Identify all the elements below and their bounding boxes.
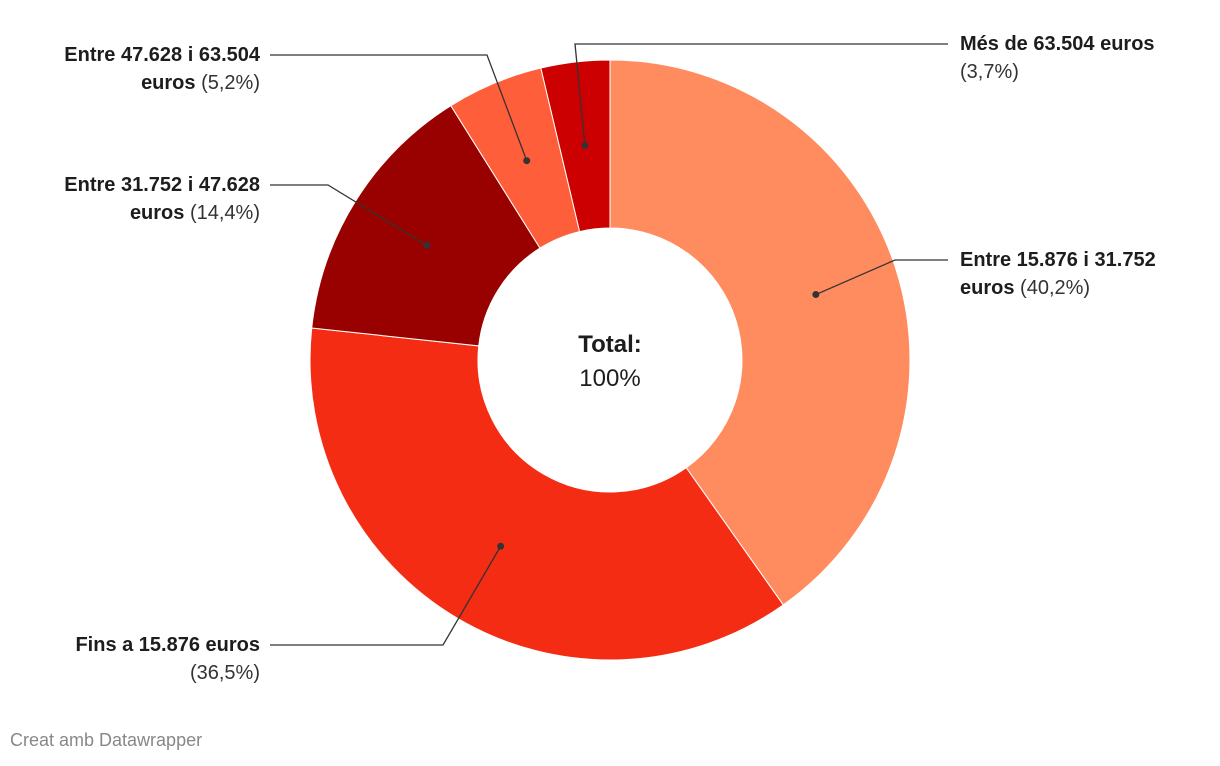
value-label: (3,7%) xyxy=(960,61,1019,83)
leader-line xyxy=(815,259,948,296)
center-label: Total: 100% xyxy=(510,328,710,396)
value-label: (36,5%) xyxy=(189,662,260,684)
leader-dot xyxy=(423,241,431,249)
value-label: (5,2%) xyxy=(201,72,260,94)
center-value: 100% xyxy=(579,365,641,392)
footer: Creat amb Datawrapper xyxy=(10,730,203,750)
category-name: Entre 47.628 i 63.504 euros xyxy=(64,44,260,94)
slice-label: Entre 47.628 i 63.504 euros (5,2%) xyxy=(10,41,260,97)
leader-dot xyxy=(581,141,589,149)
value-label: (40,2%) xyxy=(1020,277,1091,299)
leader-line xyxy=(270,545,502,646)
category-name: Entre 15.876 i 31.752 euros xyxy=(960,249,1156,299)
category-name: Entre 31.752 i 47.628 euros xyxy=(64,174,260,224)
donut-slice xyxy=(309,327,784,661)
value-label: (14,4%) xyxy=(189,202,260,224)
leader-dot xyxy=(523,157,531,165)
leader-line xyxy=(270,54,528,161)
leader-line xyxy=(574,43,948,146)
leader-line xyxy=(270,184,428,246)
slice-label: Entre 31.752 i 47.628 euros (14,4%) xyxy=(10,171,260,227)
slice-label: Fins a 15.876 euros (36,5%) xyxy=(10,631,260,687)
slice-label: Més de 63.504 euros (3,7%) xyxy=(960,30,1210,86)
category-name: Fins a 15.876 euros xyxy=(75,634,260,656)
center-title: Total: xyxy=(578,331,642,358)
leader-dot xyxy=(812,291,820,299)
donut-slice xyxy=(311,105,541,347)
donut-slice xyxy=(609,59,911,606)
category-name: Més de 63.504 euros xyxy=(960,33,1155,55)
slice-label: Entre 15.876 i 31.752 euros (40,2%) xyxy=(960,246,1210,302)
donut-slice xyxy=(540,59,611,233)
leader-dot xyxy=(497,542,505,550)
